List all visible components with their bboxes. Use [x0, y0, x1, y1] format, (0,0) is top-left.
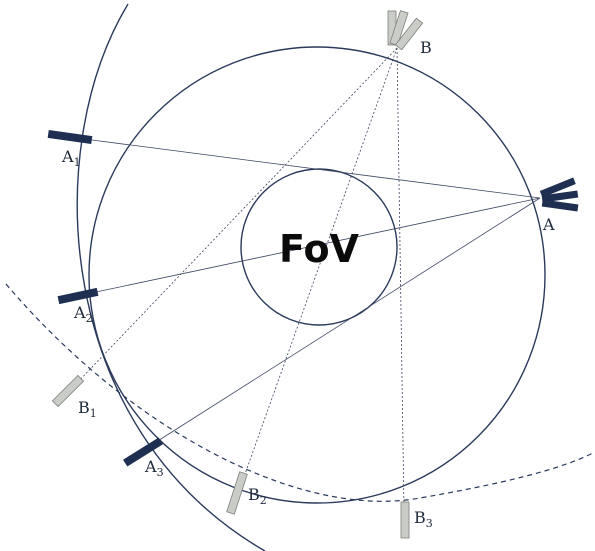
detectors-light [51, 10, 424, 539]
ray-A-A1 [91, 139, 541, 199]
outer-arc-B-dashed [5, 283, 595, 502]
ray-B-B1 [73, 47, 398, 387]
ray-B-B2 [239, 47, 398, 489]
label-B2: B2 [248, 485, 267, 507]
detector-A1 [47, 129, 93, 145]
detector-A [539, 177, 579, 212]
scanner-circle [88, 46, 546, 504]
detector-A2 [57, 287, 99, 305]
label-B3: B3 [414, 508, 433, 530]
label-B1: B1 [78, 398, 97, 420]
outer-arc-A [76, 3, 266, 551]
label-A3: A3 [144, 457, 164, 479]
ray-A-A2 [95, 197, 541, 293]
detectors-dark [47, 129, 579, 467]
label-A1: A1 [61, 147, 81, 169]
detector-B1 [51, 374, 85, 408]
detector-B [387, 10, 424, 51]
detector-B3 [400, 501, 410, 539]
label-A: A [542, 215, 555, 234]
ray-B-B3 [396, 47, 405, 511]
label-A2: A2 [73, 303, 93, 325]
fov-label: FoV [279, 227, 360, 271]
detector-A3 [123, 437, 163, 467]
ray-A-A3 [152, 197, 541, 445]
rays-from-B [73, 47, 405, 511]
rays-from-A [91, 139, 541, 445]
label-B: B [420, 38, 432, 57]
detector-B2 [226, 471, 248, 515]
